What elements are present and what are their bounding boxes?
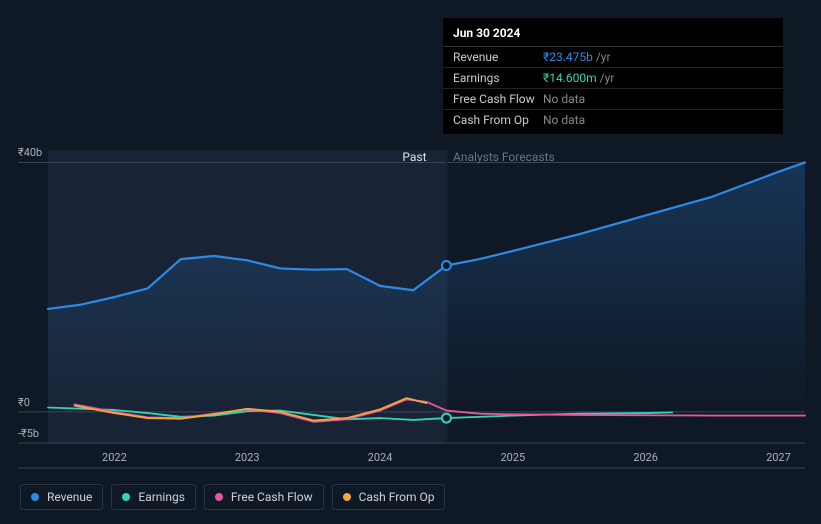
tooltip-row: Free Cash FlowNo data: [443, 89, 783, 110]
financials-chart: ₹40b ₹0 -₹5b 2022 2023 2024 2025 2026 2027 Past…: [0, 0, 821, 524]
tooltip-row-value: ₹23.475b: [543, 50, 593, 64]
legend-item-label: Revenue: [47, 490, 92, 504]
y-axis-tick-label: -₹5b: [18, 427, 48, 440]
tooltip-row-unit: /yr: [596, 50, 611, 64]
x-axis-tick-label: 2025: [500, 451, 525, 464]
legend-dot-icon: [343, 493, 351, 501]
legend-dot-icon: [31, 493, 39, 501]
tooltip-row-label: Cash From Op: [453, 113, 543, 127]
legend-item-label: Cash From Op: [359, 490, 435, 504]
legend-item-revenue[interactable]: Revenue: [20, 484, 103, 510]
tooltip-title: Jun 30 2024: [443, 26, 783, 47]
tooltip-row-unit: /yr: [600, 71, 615, 85]
tooltip-row-value: No data: [543, 113, 585, 127]
past-label: Past: [402, 150, 426, 164]
x-axis-tick-label: 2024: [368, 451, 393, 464]
legend-item-label: Free Cash Flow: [231, 490, 313, 504]
tooltip-row-label: Free Cash Flow: [453, 92, 543, 106]
tooltip-row-label: Revenue: [453, 50, 543, 64]
legend-dot-icon: [122, 493, 130, 501]
tooltip-row: Cash From OpNo data: [443, 110, 783, 130]
y-axis-tick-label: ₹0: [18, 396, 48, 409]
x-axis-tick-label: 2022: [102, 451, 127, 464]
chart-legend: Revenue Earnings Free Cash Flow Cash From O…: [20, 484, 445, 510]
x-axis-tick-label: 2026: [633, 451, 658, 464]
legend-item-earnings[interactable]: Earnings: [111, 484, 196, 510]
legend-item-fcf[interactable]: Free Cash Flow: [204, 484, 324, 510]
y-axis-tick-label: ₹40b: [18, 146, 48, 159]
legend-dot-icon: [215, 493, 223, 501]
tooltip-row-label: Earnings: [453, 71, 543, 85]
tooltip-row: Earnings₹14.600m/yr: [443, 68, 783, 89]
chart-tooltip: Jun 30 2024 Revenue₹23.475b/yrEarnings₹1…: [443, 18, 783, 134]
legend-item-label: Earnings: [138, 490, 185, 504]
x-axis-tick-label: 2023: [235, 451, 260, 464]
forecast-label: Analysts Forecasts: [453, 150, 555, 164]
x-axis-tick-label: 2027: [766, 451, 791, 464]
legend-item-cfo[interactable]: Cash From Op: [332, 484, 446, 510]
tooltip-row-value: ₹14.600m: [543, 71, 597, 85]
tooltip-row: Revenue₹23.475b/yr: [443, 47, 783, 68]
tooltip-row-value: No data: [543, 92, 585, 106]
